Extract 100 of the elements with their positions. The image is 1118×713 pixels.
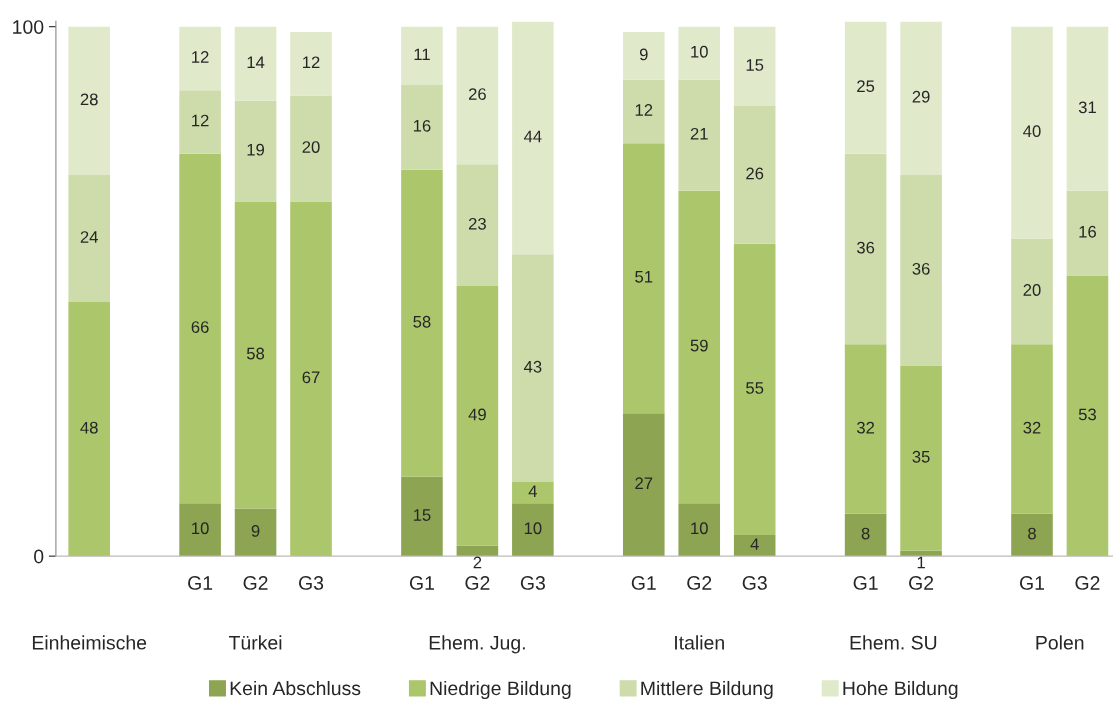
- text: Ehem. Jug.: [429, 635, 525, 654]
- x-tick-label: G1: [188, 576, 213, 590]
- data-label: 55: [746, 382, 764, 394]
- data-label: 15: [413, 509, 431, 521]
- x-tick-label: G1: [409, 576, 434, 590]
- data-label: 10: [524, 522, 542, 535]
- data-label: 51: [635, 271, 653, 283]
- text: Italien: [675, 635, 724, 650]
- data-label: 24: [80, 231, 98, 243]
- data-label: 40: [1023, 125, 1041, 138]
- text: Polen: [1036, 635, 1084, 650]
- data-label: 29: [912, 90, 930, 103]
- bar: [1011, 513, 1053, 557]
- data-label: 25: [857, 80, 875, 93]
- x-tick-label: G1: [853, 576, 878, 590]
- bar: [844, 21, 887, 154]
- bar: [900, 365, 942, 551]
- x-tick-label: G3: [299, 576, 324, 590]
- data-label: 44: [523, 130, 542, 143]
- bar: [844, 513, 887, 557]
- data-label: 20: [302, 141, 320, 153]
- x-tick-label: G2: [687, 576, 712, 590]
- data-label: 26: [468, 88, 486, 100]
- data-label: 66: [191, 321, 209, 333]
- bar: [179, 90, 221, 154]
- x-tick-label: G3: [742, 576, 767, 590]
- bar: [678, 26, 721, 80]
- data-label: 43: [523, 360, 542, 373]
- bar: [512, 503, 554, 557]
- x-tick-label: G2: [465, 576, 490, 590]
- bar: [1066, 190, 1109, 276]
- bar: [1011, 344, 1053, 514]
- data-label: 31: [1078, 101, 1096, 114]
- bar: [401, 476, 443, 557]
- y-tick-label: 100: [13, 20, 44, 34]
- bar: [290, 31, 332, 96]
- bar: [68, 302, 110, 557]
- data-label: 26: [746, 167, 764, 180]
- data-label: 8: [861, 527, 870, 540]
- x-tick-label: G2: [1075, 576, 1100, 590]
- bar: [456, 164, 499, 287]
- bar: [68, 174, 110, 302]
- data-label: 36: [856, 241, 875, 254]
- x-tick-label: G3: [520, 576, 545, 590]
- bar: [622, 143, 665, 414]
- bar: [401, 169, 443, 477]
- bar: [1066, 26, 1109, 191]
- x-tick-label: G2: [243, 576, 268, 590]
- data-label: 9: [251, 524, 260, 537]
- bar: [179, 503, 221, 557]
- bar: [733, 534, 776, 557]
- bar: [401, 84, 443, 170]
- bar: [179, 153, 221, 504]
- data-label: 23: [468, 217, 486, 230]
- data-label: 28: [80, 93, 98, 106]
- legend-label: Kein Abschluss: [230, 680, 361, 696]
- data-label: 20: [1023, 284, 1041, 296]
- y-tick-label: 0: [34, 549, 44, 564]
- bar: [456, 26, 499, 165]
- bar: [1011, 26, 1053, 239]
- bar: [900, 21, 942, 175]
- bar: [678, 79, 721, 191]
- data-label: 49: [468, 408, 486, 421]
- bar: [678, 503, 721, 557]
- data-label: 21: [690, 127, 708, 140]
- x-tick-label: G1: [1020, 576, 1045, 590]
- x-tick-label: G2: [909, 576, 934, 590]
- data-label: 12: [635, 104, 653, 116]
- bar: [622, 79, 665, 144]
- bar: [733, 26, 776, 107]
- bar: [234, 201, 277, 509]
- data-label: 8: [1028, 527, 1036, 540]
- data-label: 11: [414, 48, 430, 61]
- data-label: 12: [192, 51, 209, 63]
- data-label: 32: [1023, 421, 1041, 434]
- data-label: 12: [303, 56, 320, 69]
- bar: [1011, 238, 1053, 345]
- bar: [844, 153, 887, 345]
- bar: [512, 482, 554, 504]
- bar: [1066, 275, 1109, 557]
- bar: [512, 254, 554, 483]
- bar: [733, 243, 776, 535]
- data-label: 16: [1079, 225, 1096, 238]
- data-label: 14: [247, 56, 265, 69]
- bar: [733, 106, 776, 244]
- data-label: 48: [80, 421, 98, 434]
- bar: [622, 413, 665, 557]
- bar: [234, 100, 277, 202]
- data-label: 4: [528, 485, 537, 497]
- bar: [512, 21, 554, 255]
- bar: [290, 95, 332, 202]
- data-label: 15: [746, 59, 764, 71]
- bar: [456, 286, 499, 546]
- bar: [844, 344, 887, 514]
- data-label: 2: [473, 556, 482, 569]
- data-label: 1: [917, 556, 925, 569]
- bar: [179, 26, 221, 91]
- bar: [900, 174, 942, 366]
- data-label: 19: [247, 143, 265, 156]
- bar: [68, 26, 110, 175]
